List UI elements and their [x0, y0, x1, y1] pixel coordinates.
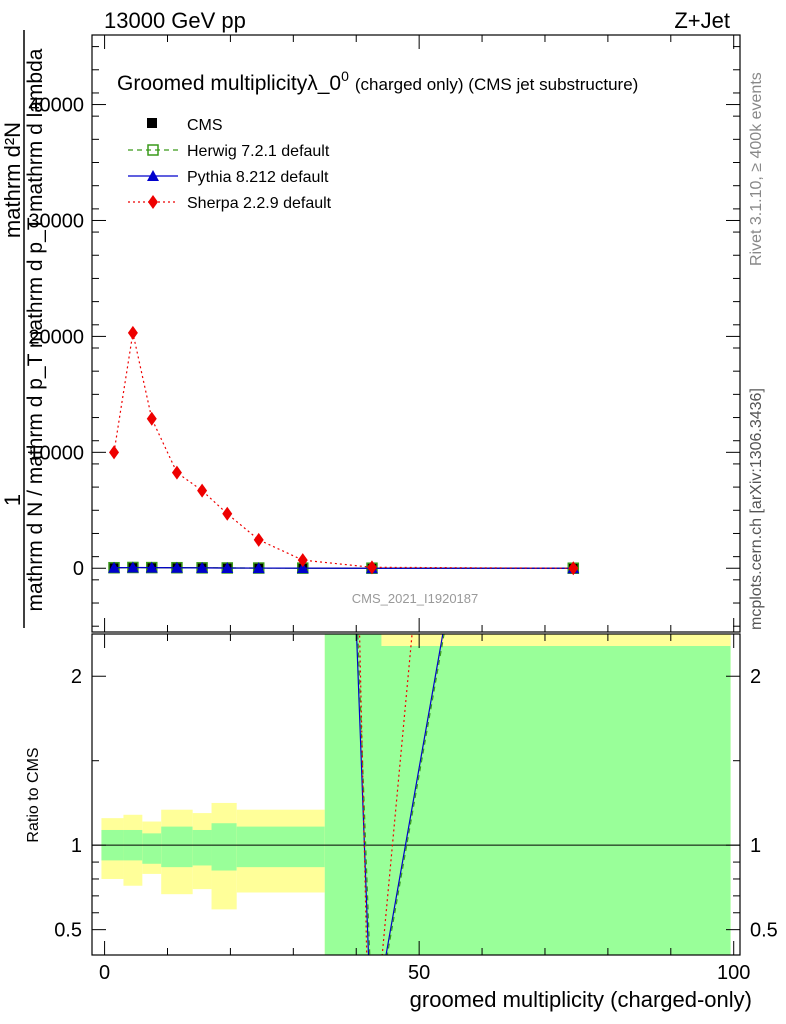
ratio-ylabel: Ratio to CMS	[25, 747, 42, 842]
ratio-ytick-label-left-0: 0.5	[54, 920, 82, 942]
main-title: Groomed multiplicityλ_00 (charged only) (…	[117, 68, 638, 95]
analysis-watermark: CMS_2021_I1920187	[352, 591, 479, 606]
legend-marker-pythia	[147, 170, 159, 181]
ratio-stat-band-4	[192, 829, 212, 866]
ratio-ytick-label-left-2: 2	[71, 666, 82, 688]
series-3-point-2	[146, 411, 157, 426]
main-ytick-label-2: 20000	[28, 326, 84, 348]
main-ytick-label-4: 40000	[28, 95, 84, 117]
series-3-point-5	[222, 506, 233, 521]
series-2-point-3	[170, 561, 183, 573]
main-ytick-label-1: 10000	[28, 442, 84, 464]
ratio-xlabel: groomed multiplicity (charged-only)	[410, 987, 752, 1012]
ratio-xtick-label-2: 100	[717, 962, 750, 984]
series-3-point-9	[568, 561, 579, 576]
main-title-suffix: (charged only) (CMS jet substructure)	[355, 75, 638, 94]
series-3-point-4	[197, 483, 208, 498]
ratio-total-band-top-strip	[381, 634, 731, 646]
series-2-point-4	[196, 561, 209, 573]
ratio-stat-band-2	[142, 833, 162, 864]
series-2-point-7	[296, 562, 309, 574]
ratio-ytick-label-right-0: 0.5	[750, 920, 778, 942]
main-title-text: Groomed multiplicityλ_0	[117, 72, 341, 95]
legend-label-sherpa: Sherpa 2.2.9 default	[187, 195, 332, 212]
ratio-xtick-label-0: 0	[99, 962, 110, 984]
main-panel: 0 10000 20000 30000 40000	[28, 34, 741, 633]
ratio-ytick-label-left-1: 1	[71, 835, 82, 857]
main-title-sup: 0	[341, 68, 349, 84]
main-frame	[91, 34, 741, 633]
main-ytick-label-0: 0	[73, 558, 84, 580]
ratio-stat-band-7	[324, 634, 731, 955]
series-2-point-6	[252, 562, 265, 574]
series-3-point-0	[109, 445, 120, 460]
legend-label-pythia: Pythia 8.212 default	[187, 169, 329, 186]
ratio-xtick-label-1: 50	[408, 962, 430, 984]
main-ylabel-denominator: mathrm d N / mathrm d p_T mathrm d p_T m…	[24, 48, 47, 611]
ratio-stat-band-5	[211, 823, 237, 871]
side-rivet-label: Rivet 3.1.10, ≥ 400k events	[748, 72, 765, 266]
legend: CMS Herwig 7.2.1 default Pythia 8.212 de…	[128, 117, 332, 212]
legend-marker-herwig	[147, 144, 159, 156]
ratio-panel: 0.5 0.5 1 1 2 2 0 50 100	[54, 633, 778, 984]
series-3-point-6	[253, 532, 264, 547]
series-3-point-1	[127, 325, 138, 340]
side-mcplots-label: mcplots.cern.ch [arXiv:1306.3436]	[748, 388, 765, 630]
series-3-point-8	[366, 560, 377, 575]
series-3-point-7	[297, 553, 308, 568]
ratio-line-herwig	[357, 634, 445, 955]
header-process: Z+Jet	[674, 8, 730, 33]
series-line-2	[114, 566, 574, 569]
series-2-point-0	[108, 561, 121, 573]
series-2-point-2	[145, 561, 158, 573]
legend-label-cms: CMS	[187, 117, 223, 134]
main-ylabel-top: mathrm d²N	[0, 122, 25, 238]
ratio-frame	[91, 633, 741, 956]
ratio-stat-band-3	[161, 826, 193, 868]
main-ylabel-numerator: 1	[0, 494, 25, 506]
series-3-point-3	[171, 465, 182, 480]
series-2-point-5	[221, 562, 234, 574]
ratio-line-pythia	[355, 634, 444, 955]
legend-label-herwig: Herwig 7.2.1 default	[187, 143, 330, 160]
header-energy: 13000 GeV pp	[104, 8, 246, 33]
series-2-point-1	[126, 561, 139, 573]
main-ytick-label-3: 30000	[28, 210, 84, 232]
ratio-ytick-label-right-2: 2	[750, 666, 761, 688]
legend-marker-sherpa	[148, 195, 158, 209]
ratio-stat-band-6	[236, 826, 325, 868]
series-line-3	[113, 332, 574, 569]
ratio-ytick-label-right-1: 1	[750, 835, 761, 857]
legend-marker-cms	[147, 118, 157, 128]
ratio-clipped-group	[92, 634, 740, 955]
